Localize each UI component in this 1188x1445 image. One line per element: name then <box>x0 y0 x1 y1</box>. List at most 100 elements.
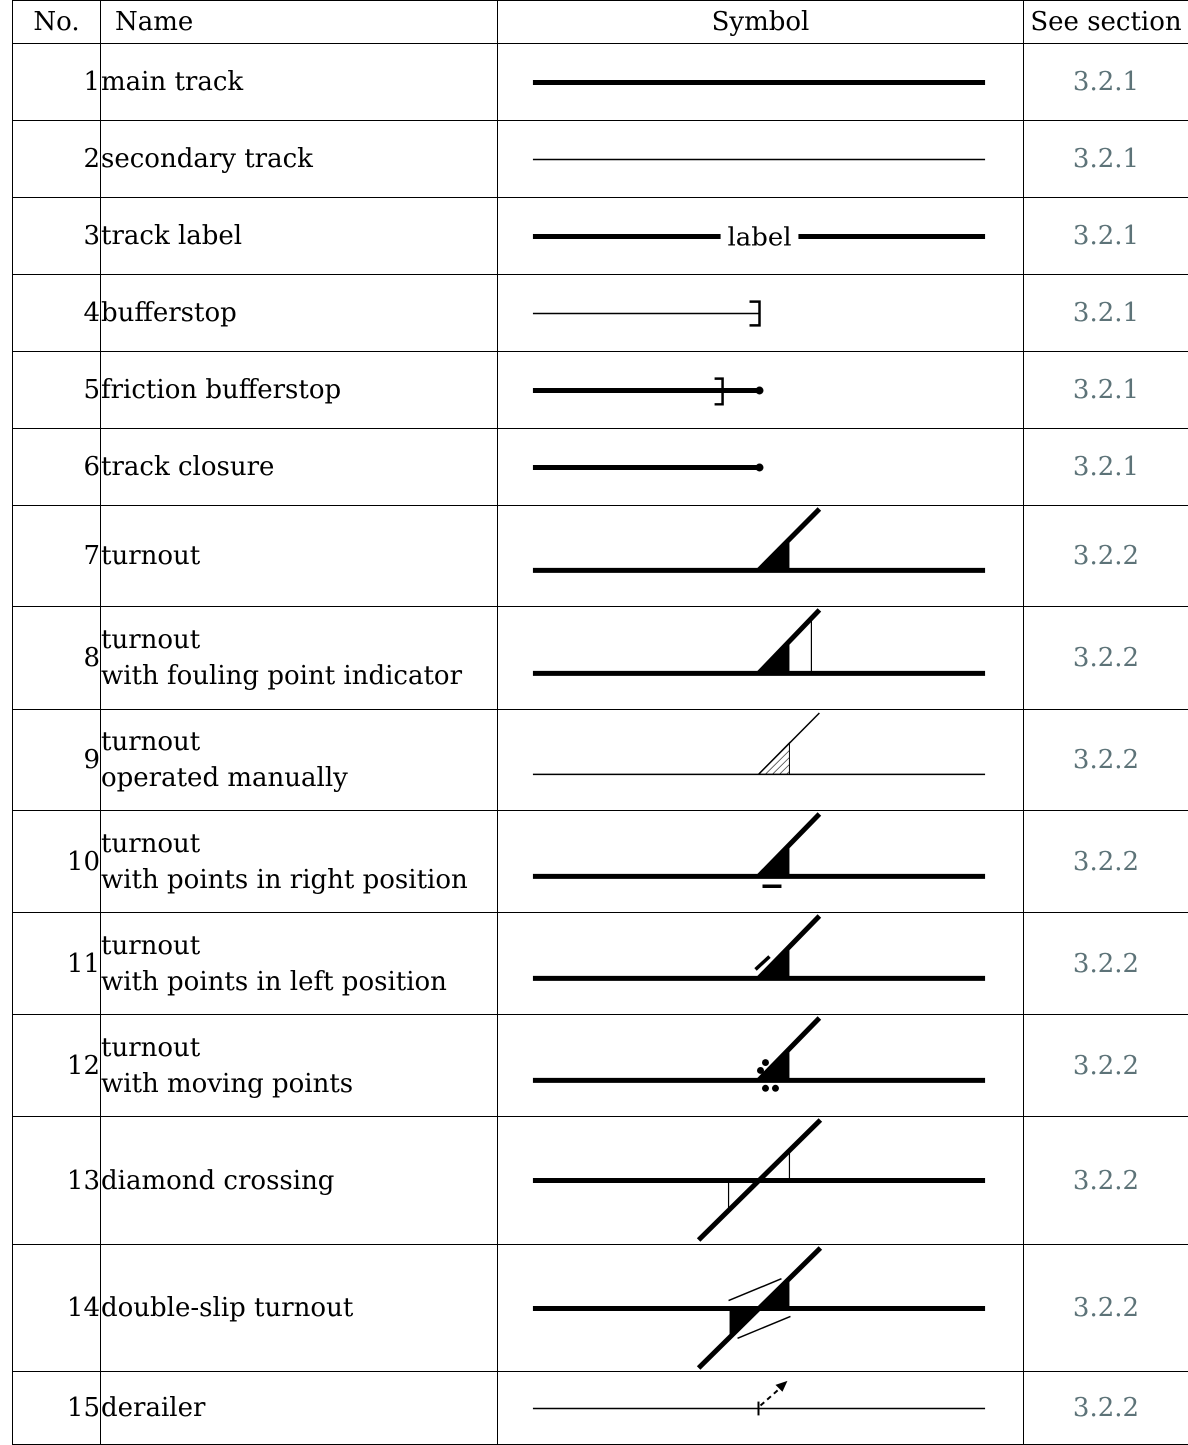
name-line: turnout <box>101 538 497 574</box>
name-line: bufferstop <box>101 295 497 331</box>
name-line: with fouling point indicator <box>101 658 497 694</box>
row-number: 14 <box>13 1245 101 1372</box>
row-number: 10 <box>13 811 101 913</box>
row-symbol <box>498 607 1024 710</box>
track-end-dot <box>756 464 764 472</box>
section-link[interactable]: 3.2.2 <box>1024 710 1188 811</box>
header-symbol: Symbol <box>498 1 1024 44</box>
symbol-friction-bufferstop <box>498 352 1023 428</box>
row-number: 4 <box>13 275 101 352</box>
name-line: track closure <box>101 449 497 485</box>
section-link[interactable]: 3.2.2 <box>1024 506 1188 607</box>
section-link[interactable]: 3.2.1 <box>1024 198 1188 275</box>
row-symbol <box>498 1372 1024 1445</box>
name-line: turnout <box>101 826 497 862</box>
section-link[interactable]: 3.2.2 <box>1024 1245 1188 1372</box>
row-name: double-slip turnout <box>101 1245 498 1372</box>
row-number: 13 <box>13 1117 101 1245</box>
header-section: See section <box>1024 1 1188 44</box>
symbol-track-label: label <box>498 198 1023 274</box>
section-link[interactable]: 3.2.1 <box>1024 429 1188 506</box>
row-symbol <box>498 710 1024 811</box>
row-name: diamond crossing <box>101 1117 498 1245</box>
symbol-turnout-left <box>498 913 1023 1014</box>
symbol-track-closure <box>498 429 1023 505</box>
header-name: Name <box>101 1 498 44</box>
name-line: derailer <box>101 1390 497 1426</box>
track-end-dot <box>756 387 764 395</box>
name-line: with points in right position <box>101 862 497 898</box>
row-name: main track <box>101 44 498 121</box>
row-name: friction bufferstop <box>101 352 498 429</box>
row-name: secondary track <box>101 121 498 198</box>
moving-points-dot <box>762 1085 769 1092</box>
header-no: No. <box>13 1 101 44</box>
symbol-turnout-moving <box>498 1015 1023 1116</box>
header-row: No. Name Symbol See section <box>13 1 1188 44</box>
symbol-diamond-crossing <box>498 1117 1023 1244</box>
section-link[interactable]: 3.2.2 <box>1024 811 1188 913</box>
row-number: 8 <box>13 607 101 710</box>
row-name: track label <box>101 198 498 275</box>
row-name: bufferstop <box>101 275 498 352</box>
name-line: operated manually <box>101 760 497 796</box>
symbol-bufferstop <box>498 275 1023 351</box>
row-symbol <box>498 811 1024 913</box>
name-line: with moving points <box>101 1066 497 1102</box>
derailer-arrow-shaft <box>761 1389 780 1406</box>
name-line: turnout <box>101 622 497 658</box>
name-line: track label <box>101 218 497 254</box>
section-link[interactable]: 3.2.2 <box>1024 1117 1188 1245</box>
moving-points-dot <box>762 1059 769 1066</box>
name-line: turnout <box>101 928 497 964</box>
moving-points-dot <box>772 1085 779 1092</box>
symbol-double-slip <box>498 1245 1023 1371</box>
row-symbol: label <box>498 198 1024 275</box>
section-link[interactable]: 3.2.1 <box>1024 352 1188 429</box>
name-line: diamond crossing <box>101 1163 497 1199</box>
symbol-derailer <box>498 1372 1023 1444</box>
row-number: 6 <box>13 429 101 506</box>
section-link[interactable]: 3.2.2 <box>1024 913 1188 1015</box>
section-link[interactable]: 3.2.2 <box>1024 1372 1188 1445</box>
section-link[interactable]: 3.2.1 <box>1024 44 1188 121</box>
symbol-turnout-manual <box>498 710 1023 810</box>
row-symbol <box>498 913 1024 1015</box>
name-line: double-slip turnout <box>101 1290 497 1326</box>
row-symbol <box>498 1245 1024 1372</box>
row-symbol <box>498 275 1024 352</box>
row-number: 5 <box>13 352 101 429</box>
row-number: 11 <box>13 913 101 1015</box>
section-link[interactable]: 3.2.1 <box>1024 275 1188 352</box>
section-link[interactable]: 3.2.2 <box>1024 607 1188 710</box>
section-link[interactable]: 3.2.1 <box>1024 121 1188 198</box>
row-name: derailer <box>101 1372 498 1445</box>
name-line: friction bufferstop <box>101 372 497 408</box>
row-name: turnout <box>101 506 498 607</box>
symbol-turnout-right <box>498 811 1023 912</box>
row-symbol <box>498 121 1024 198</box>
manual-hatched-frog <box>759 743 790 775</box>
row-number: 2 <box>13 121 101 198</box>
row-number: 7 <box>13 506 101 607</box>
section-link[interactable]: 3.2.2 <box>1024 1015 1188 1117</box>
